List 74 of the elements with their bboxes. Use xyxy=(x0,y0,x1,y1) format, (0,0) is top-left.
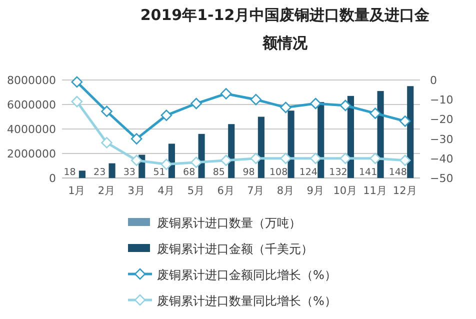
bar xyxy=(288,110,294,178)
data-label: 68 xyxy=(183,167,196,178)
data-label: 85 xyxy=(212,167,225,178)
legend-label: 废铜累计进口金额（千美元） xyxy=(157,242,313,256)
x-tick-label: 1月 xyxy=(68,185,86,197)
x-tick-label: 3月 xyxy=(128,185,146,197)
point xyxy=(310,98,322,110)
x-tick-label: 5月 xyxy=(187,185,206,197)
x-tick-label: 2月 xyxy=(98,185,116,197)
point xyxy=(190,156,202,168)
y-tick-label: 8000000 xyxy=(7,74,56,87)
data-label: 33 xyxy=(123,167,136,178)
y-tick-label: 4000000 xyxy=(7,123,56,136)
x-tick-label: 11月 xyxy=(363,185,388,197)
point xyxy=(101,137,112,148)
point xyxy=(160,158,172,170)
y-tick-label: 6000000 xyxy=(7,98,56,112)
point xyxy=(399,116,411,127)
bar xyxy=(258,116,264,178)
y2-tick-label: −30 xyxy=(430,132,454,146)
point xyxy=(370,108,381,119)
point xyxy=(310,152,322,164)
x-tick-label: 10月 xyxy=(333,185,358,197)
x-tick-label: 12月 xyxy=(392,185,418,197)
x-tick-label: 4月 xyxy=(158,185,176,197)
bar xyxy=(78,170,86,178)
point xyxy=(71,76,83,88)
data-label: 132 xyxy=(329,167,348,178)
x-tick-label: 9月 xyxy=(306,185,324,197)
point xyxy=(101,106,112,118)
point xyxy=(130,154,142,166)
data-label: 98 xyxy=(242,167,255,178)
point xyxy=(250,94,262,106)
data-label: 18 xyxy=(64,167,76,178)
data-label: 23 xyxy=(94,167,106,178)
bar xyxy=(108,163,116,178)
point xyxy=(280,152,292,164)
point xyxy=(399,154,411,166)
point xyxy=(130,133,142,144)
point xyxy=(280,102,292,114)
bar xyxy=(377,91,384,178)
data-label: 124 xyxy=(299,167,318,178)
x-tick-label: 8月 xyxy=(276,185,295,197)
point xyxy=(190,98,202,110)
y2-tick-label: −50 xyxy=(430,172,454,185)
point xyxy=(340,100,352,112)
bar xyxy=(407,86,414,178)
point xyxy=(340,152,352,164)
point xyxy=(160,110,172,121)
data-label: 108 xyxy=(270,167,288,178)
point xyxy=(370,152,381,164)
point xyxy=(250,152,262,164)
legend-label: 废铜累计进口数量同比增长（%） xyxy=(157,294,336,308)
x-tick-label: 7月 xyxy=(247,185,265,197)
legend-label: 废铜累计进口数量（万吨） xyxy=(157,216,301,230)
data-label: 51 xyxy=(153,167,166,178)
chart-title: 2019年1-12月中国废铜进口数量及进口金额情况 xyxy=(140,6,430,52)
y-tick-label: 2000000 xyxy=(7,148,56,160)
y2-tick-label: 0 xyxy=(430,74,437,87)
bar xyxy=(347,96,354,178)
bar xyxy=(228,124,235,178)
bar xyxy=(198,134,205,178)
y2-tick-label: −20 xyxy=(430,113,454,126)
y-tick-label: 0 xyxy=(49,172,56,185)
point xyxy=(71,96,83,108)
point xyxy=(220,88,232,100)
point xyxy=(220,154,232,166)
bar xyxy=(318,102,324,178)
x-tick-label: 6月 xyxy=(217,185,235,197)
legend-label: 废铜累计进口金额同比增长（%） xyxy=(157,268,336,282)
y2-tick-label: −10 xyxy=(430,94,454,107)
data-label: 141 xyxy=(359,167,378,178)
y2-tick-label: −40 xyxy=(430,152,454,166)
data-label: 148 xyxy=(388,167,407,178)
